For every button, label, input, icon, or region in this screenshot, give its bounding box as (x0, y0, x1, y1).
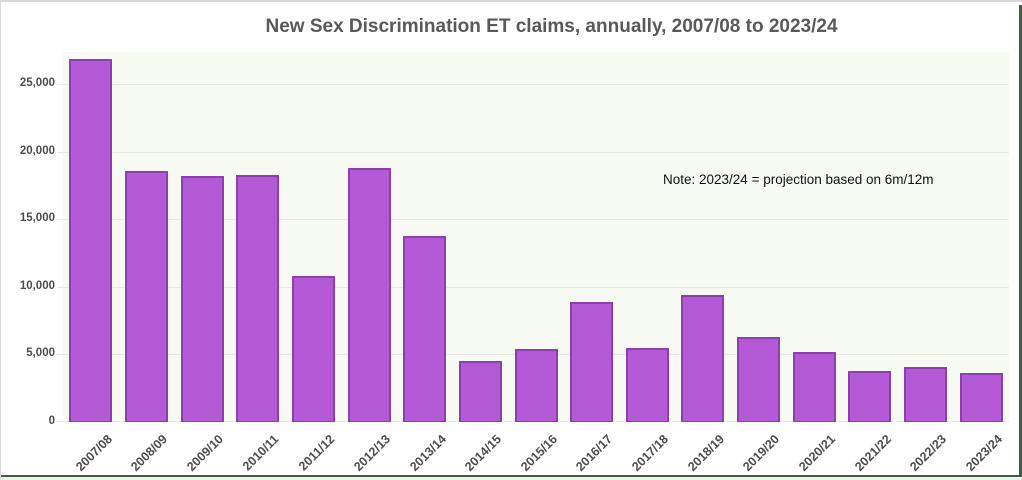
x-tick-label: 2015/16 (518, 432, 560, 474)
gridline-20000 (57, 152, 1009, 153)
bar-2021-22 (848, 371, 892, 422)
x-tick-label: 2022/23 (907, 432, 950, 474)
x-tick-label: 2009/10 (184, 432, 227, 474)
y-tick-label: 15,000 (19, 212, 55, 224)
bar-2017-18 (625, 348, 669, 422)
x-tick-label: 2021/22 (851, 432, 894, 474)
x-tick-label: 2007/08 (72, 432, 115, 474)
x-tick-label: 2011/12 (295, 432, 338, 474)
bar-2020-21 (792, 352, 836, 422)
annotation-note: Note: 2023/24 = projection based on 6m/1… (663, 172, 934, 187)
bar-2023-24 (959, 373, 1003, 422)
frame-right-edge (1019, 5, 1022, 480)
bar-2010-11 (236, 175, 280, 422)
bar-2022-23 (904, 367, 948, 422)
y-tick-label: 20,000 (19, 145, 55, 157)
x-tick-label: 2010/11 (240, 432, 282, 474)
bar-2009-10 (180, 176, 224, 422)
frame-bottom-strip (1, 477, 1022, 480)
chart-title: New Sex Discrimination ET claims, annual… (265, 16, 838, 37)
y-tick-label: 10,000 (19, 280, 55, 292)
x-tick-label: 2013/14 (406, 432, 449, 474)
x-tick-label: 2019/20 (740, 432, 783, 474)
y-tick-label: 5,000 (26, 347, 55, 359)
bar-2019-20 (737, 337, 781, 422)
gridline-25000 (57, 84, 1009, 85)
bar-2007-08 (69, 59, 113, 422)
x-tick-label: 2016/17 (573, 432, 616, 474)
x-tick-label: 2012/13 (351, 432, 393, 474)
bar-2008-09 (124, 171, 168, 422)
x-tick-label: 2018/19 (685, 432, 727, 474)
x-axis: 2007/08 2008/09 2009/10 2010/11 2011/12 2012/… (63, 426, 1009, 480)
x-tick-label: 2017/18 (629, 432, 672, 474)
bar-2014-15 (458, 361, 502, 422)
x-tick-label: 2023/24 (963, 432, 1006, 474)
x-tick-label: 2020/21 (796, 432, 839, 474)
gridline-10000 (57, 287, 1009, 288)
bar-2013-14 (403, 236, 447, 422)
y-axis: 0 5,000 10,000 15,000 20,000 25,000 (1, 52, 55, 427)
bar-2016-17 (570, 302, 614, 422)
bar-2012-13 (347, 168, 391, 422)
bar-2011-12 (291, 276, 335, 422)
x-tick-label: 2014/15 (462, 432, 505, 474)
plot-area: Note: 2023/24 = projection based on 6m/1… (57, 52, 1009, 422)
bar-2018-19 (681, 295, 725, 422)
bar-2015-16 (514, 349, 558, 422)
x-tick-label: 2008/09 (128, 432, 171, 474)
frame-bottom-edge (1, 475, 1022, 477)
y-tick-label: 25,000 (19, 77, 55, 89)
gridline-15000 (57, 219, 1009, 220)
y-tick-label: 0 (48, 415, 55, 427)
